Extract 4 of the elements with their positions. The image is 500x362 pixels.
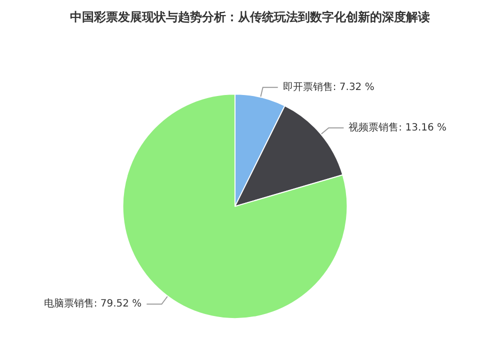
slice-label: 即开票销售: 7.32 %: [282, 80, 374, 93]
slice-label: 视频票销售: 13.16 %: [348, 121, 447, 134]
chart-title: 中国彩票发展现状与趋势分析：从传统玩法到数字化创新的深度解读: [70, 10, 430, 24]
slice-label: 电脑票销售: 79.52 %: [44, 298, 142, 310]
